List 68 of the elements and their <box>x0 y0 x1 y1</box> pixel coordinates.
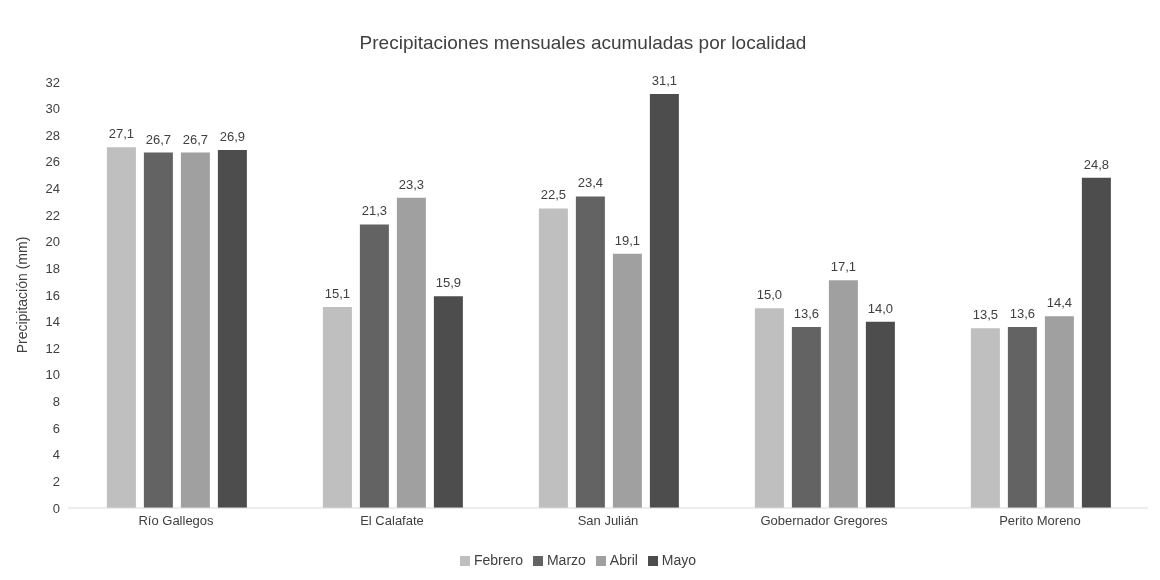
bar <box>396 197 426 508</box>
data-label: 13,5 <box>972 307 999 323</box>
bar <box>575 196 605 508</box>
data-label: 15,1 <box>324 285 351 301</box>
x-tick-label: Gobernador Gregores <box>760 513 889 529</box>
y-axis-title: Precipitación (mm) <box>13 236 30 354</box>
y-tick-label: 28 <box>45 127 60 143</box>
x-tick-label: El Calafate <box>360 513 424 529</box>
data-label: 31,1 <box>651 72 678 88</box>
bar <box>106 147 136 508</box>
bar <box>1044 316 1074 508</box>
y-tick-label: 2 <box>52 473 60 489</box>
data-label: 13,6 <box>793 305 820 321</box>
bar <box>433 296 463 508</box>
bar <box>359 224 389 508</box>
data-label: 23,3 <box>398 176 425 192</box>
data-label: 17,1 <box>830 259 857 275</box>
data-label: 21,3 <box>361 203 388 219</box>
legend-label: Marzo <box>546 552 586 568</box>
y-tick-label: 12 <box>45 340 60 356</box>
legend-label: Abril <box>609 552 638 568</box>
chart-title: Precipitaciones mensuales acumuladas por localidad <box>358 31 808 55</box>
data-label: 26,7 <box>145 131 172 147</box>
x-tick-label: San Julián <box>577 513 639 529</box>
y-tick-label: 22 <box>45 207 60 223</box>
data-label: 14,4 <box>1046 295 1073 311</box>
y-tick-label: 26 <box>45 154 60 170</box>
data-label: 13,6 <box>1009 305 1036 321</box>
data-label: 15,0 <box>756 287 783 303</box>
data-label: 23,4 <box>577 175 604 191</box>
data-label: 15,9 <box>435 275 462 291</box>
bar <box>791 326 821 508</box>
x-tick-label: Perito Moreno <box>999 513 1081 529</box>
bar <box>828 280 858 508</box>
y-tick-label: 18 <box>45 260 60 276</box>
y-tick-label: 16 <box>45 287 60 303</box>
bar <box>217 149 247 508</box>
bar <box>143 152 173 508</box>
y-tick-label: 14 <box>45 314 60 330</box>
bar <box>1007 326 1037 508</box>
y-tick-label: 20 <box>45 234 60 250</box>
y-tick-label: 4 <box>52 447 60 463</box>
y-tick-label: 8 <box>52 394 60 410</box>
bar <box>754 308 784 508</box>
y-tick-label: 24 <box>45 181 60 197</box>
bar <box>865 321 895 508</box>
bar <box>180 152 210 508</box>
y-tick-label: 6 <box>52 420 60 436</box>
legend-label: Mayo <box>661 552 697 568</box>
bar <box>970 328 1000 508</box>
bar <box>538 208 568 508</box>
data-label: 27,1 <box>108 126 135 142</box>
y-tick-label: 30 <box>45 101 60 117</box>
data-label: 26,9 <box>219 128 246 144</box>
bar <box>612 253 642 508</box>
data-label: 19,1 <box>614 232 641 248</box>
bar <box>322 306 352 508</box>
bar <box>1081 177 1111 508</box>
y-tick-label: 10 <box>45 367 60 383</box>
bar <box>649 93 679 508</box>
x-tick-label: Río Gallegos <box>138 513 215 529</box>
legend-label: Febrero <box>473 552 523 568</box>
data-label: 14,0 <box>867 300 894 316</box>
data-label: 26,7 <box>182 131 209 147</box>
data-label: 22,5 <box>540 187 567 203</box>
y-tick-label: 0 <box>52 500 60 516</box>
data-label: 24,8 <box>1083 156 1110 172</box>
y-tick-label: 32 <box>45 74 60 90</box>
